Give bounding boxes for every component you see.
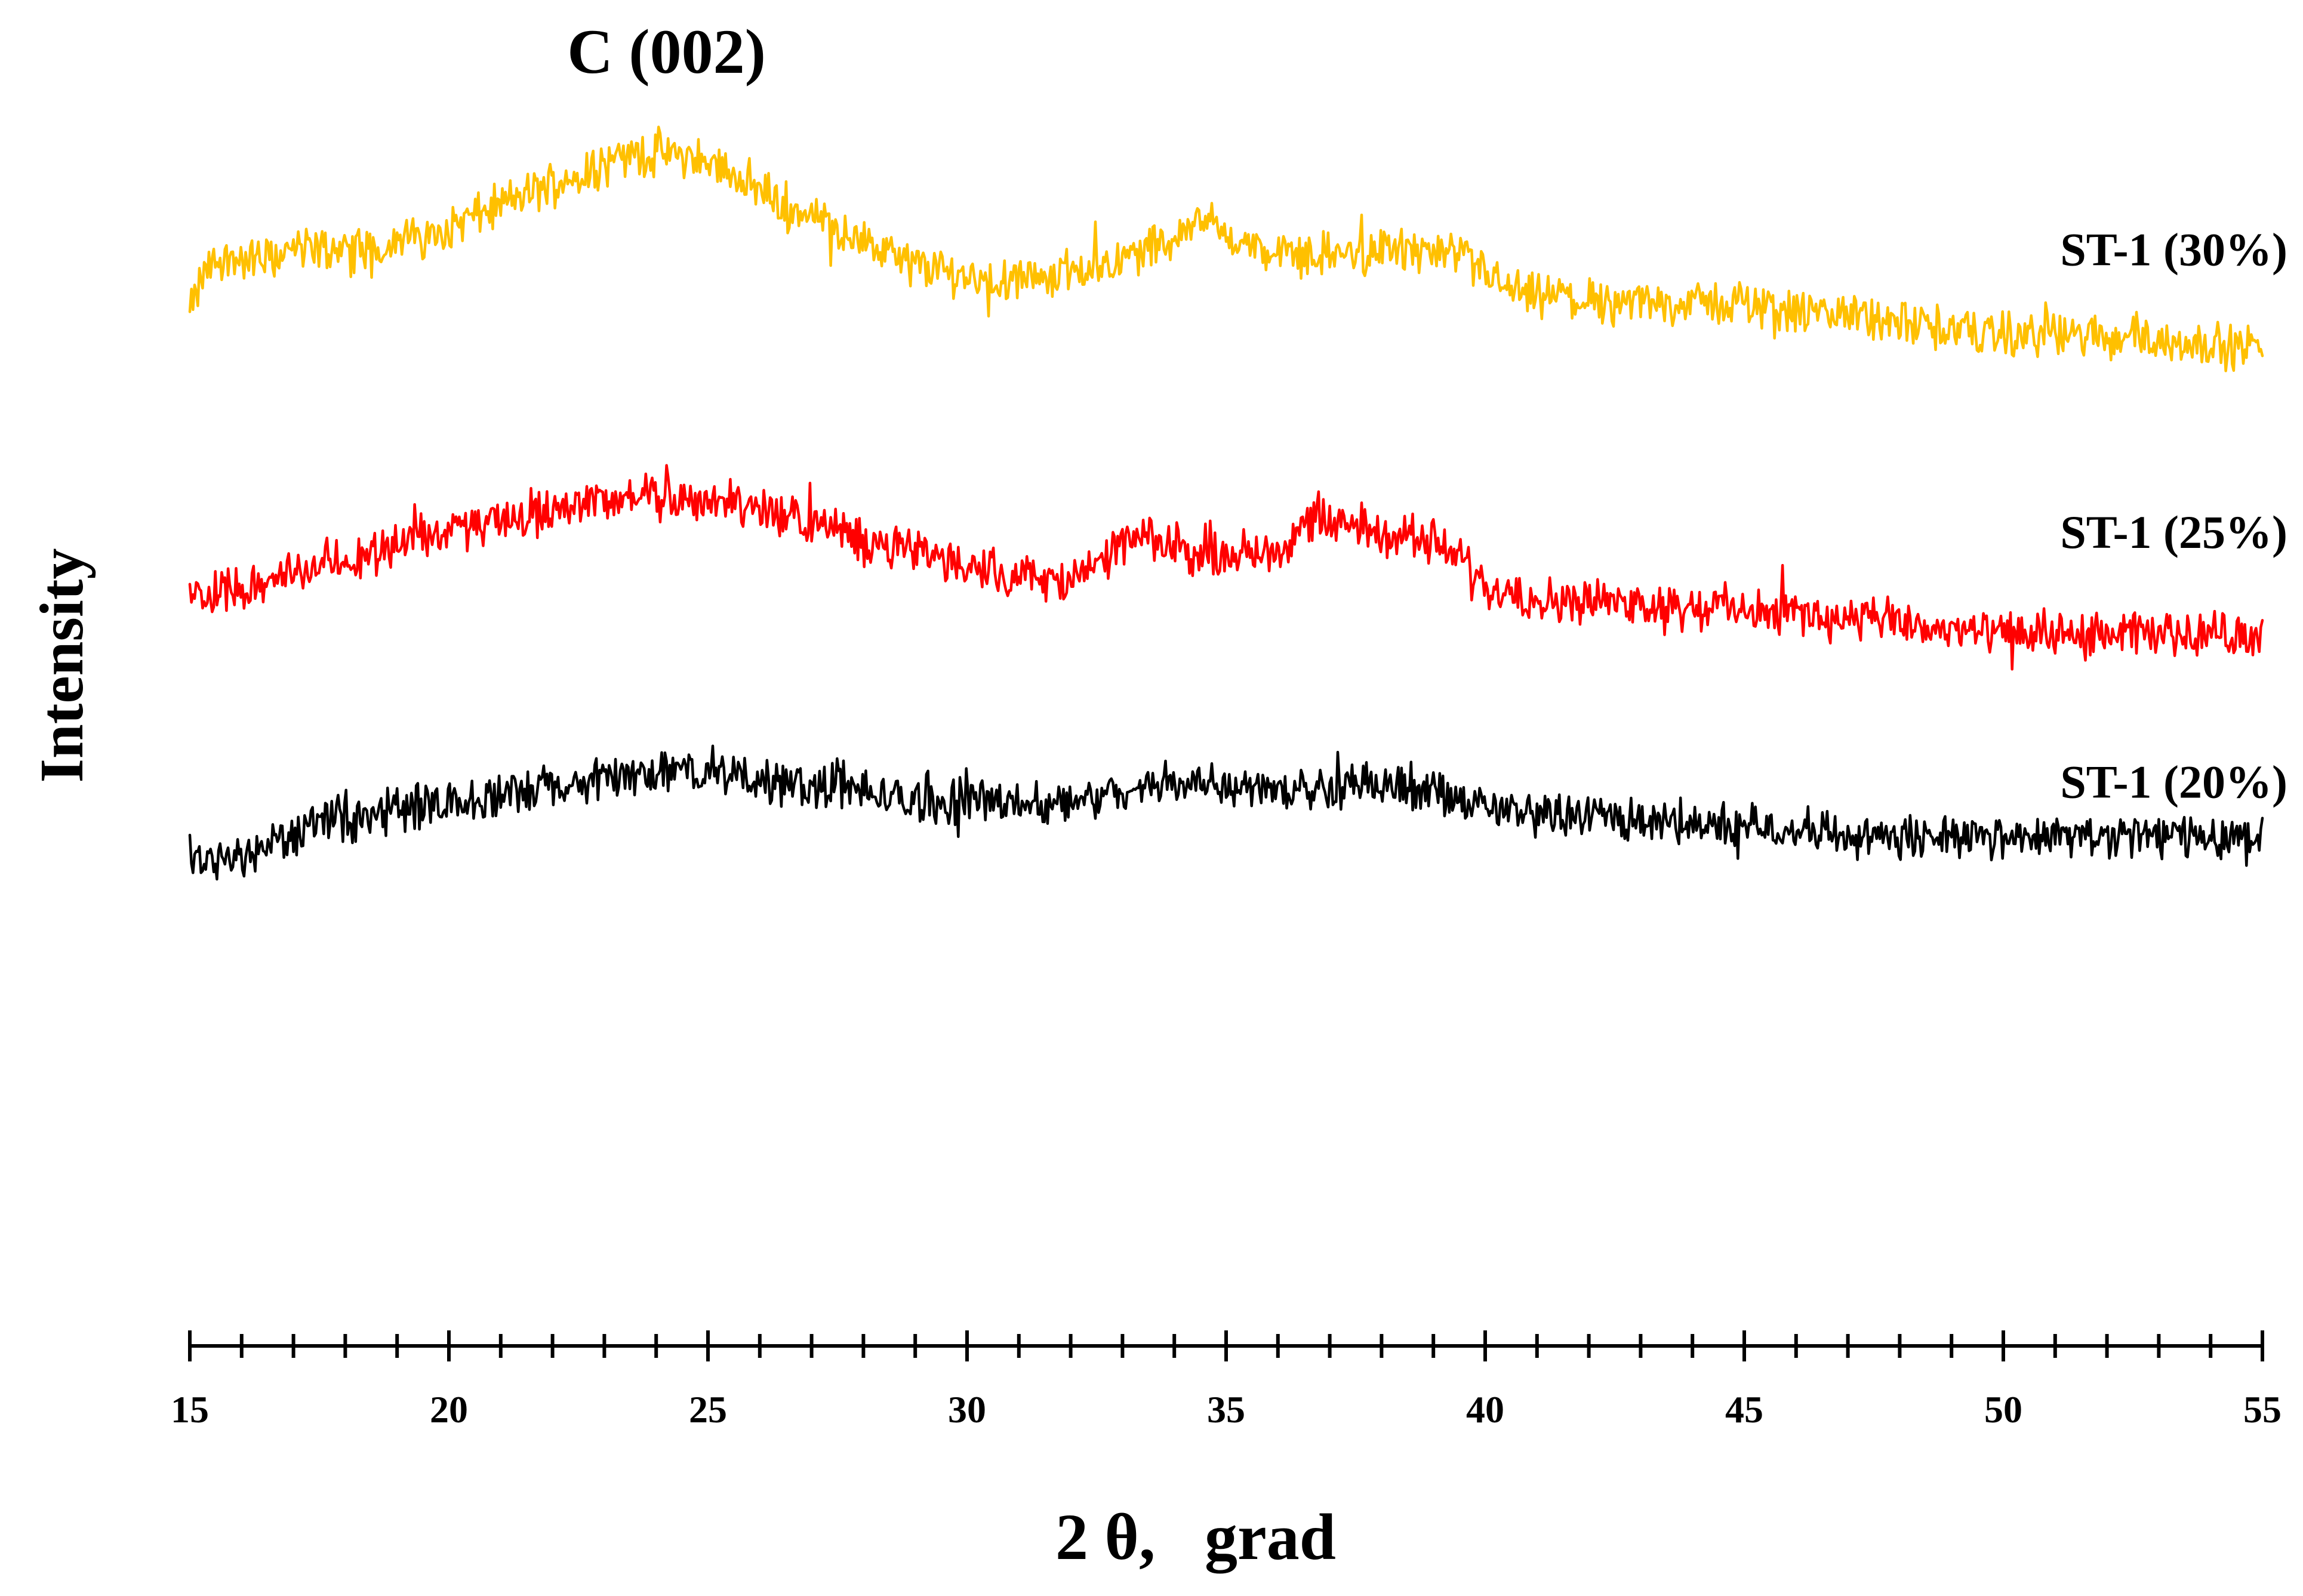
series-line-2 (188, 464, 2264, 671)
x-tick-label: 55 (2243, 1388, 2282, 1431)
x-tick-label: 45 (1725, 1388, 1763, 1431)
series-line-1 (188, 125, 2264, 372)
x-tick-label: 40 (1466, 1388, 1504, 1431)
x-tick-label: 20 (430, 1388, 468, 1431)
series-labels: ST-1 (30%) ST-1 (25%) ST-1 (20%) (2060, 224, 2287, 808)
x-axis-title: 2 θ, grad (1055, 1501, 1336, 1573)
series-group (188, 125, 2264, 881)
x-tick-label: 30 (948, 1388, 986, 1431)
series-label-3: ST-1 (20%) (2060, 756, 2287, 808)
x-tick-label: 50 (1984, 1388, 2022, 1431)
x-tick-label: 15 (171, 1388, 209, 1431)
series-line-3 (188, 744, 2264, 881)
peak-annotation: C (002) (567, 17, 766, 87)
x-tick-labels: 15 20 25 30 35 40 45 50 55 (171, 1388, 2282, 1431)
series-label-2: ST-1 (25%) (2060, 506, 2287, 558)
x-tick-label: 35 (1207, 1388, 1245, 1431)
x-ticks (188, 1330, 2264, 1361)
x-tick-label: 25 (689, 1388, 727, 1431)
series-label-1: ST-1 (30%) (2060, 224, 2287, 276)
y-axis-title: Intensity (27, 549, 96, 783)
